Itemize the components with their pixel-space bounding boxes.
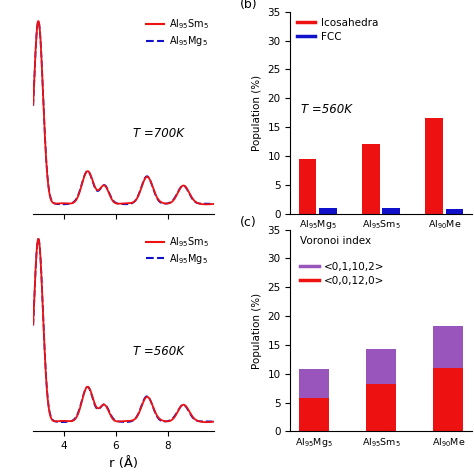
Bar [362,145,380,213]
Bar [299,369,329,398]
Bar [433,368,464,431]
Bar [366,384,396,431]
Bar [425,118,443,213]
Text: T =700K: T =700K [133,127,184,140]
Text: (c): (c) [240,216,256,228]
Bar [366,349,396,384]
Bar [319,208,337,213]
Text: Voronoi index: Voronoi index [300,236,371,246]
Bar [299,159,317,213]
Bar [433,327,464,368]
Legend: Al$_{95}$Sm$_{5}$, Al$_{95}$Mg$_{5}$: Al$_{95}$Sm$_{5}$, Al$_{95}$Mg$_{5}$ [145,235,210,267]
Y-axis label: Population (%): Population (%) [252,74,262,151]
Bar [446,209,464,213]
Legend: <0,1,10,2>, <0,0,12,0>: <0,1,10,2>, <0,0,12,0> [299,261,386,287]
Legend: Icosahedra, FCC: Icosahedra, FCC [296,17,379,43]
Legend: Al$_{95}$Sm$_{5}$, Al$_{95}$Mg$_{5}$: Al$_{95}$Sm$_{5}$, Al$_{95}$Mg$_{5}$ [145,17,210,49]
Text: (b): (b) [240,0,257,11]
Bar [299,398,329,431]
X-axis label: r (Å): r (Å) [109,456,138,470]
Y-axis label: Population (%): Population (%) [252,292,262,369]
Text: T =560K: T =560K [133,345,184,358]
Bar [383,209,400,213]
Text: T =560K: T =560K [301,103,352,116]
